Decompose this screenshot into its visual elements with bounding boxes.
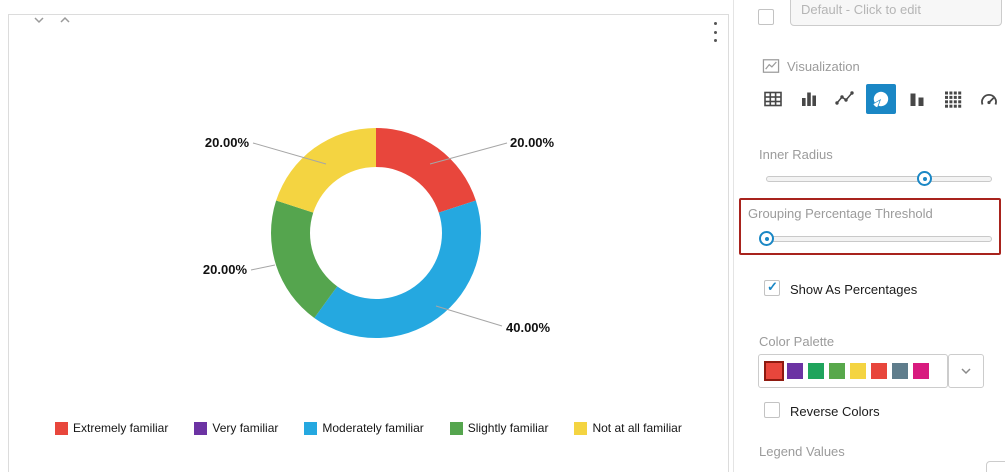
color-palette-box: [758, 354, 948, 388]
viz-type-line-chart-button[interactable]: [830, 84, 860, 114]
widget-title-input[interactable]: [790, 0, 1002, 26]
legend-values-control-partial[interactable]: [986, 461, 1005, 472]
palette-swatch[interactable]: [871, 363, 887, 379]
chart-legend: Extremely familiar Very familiar Moderatel…: [55, 421, 682, 435]
color-palette-dropdown-button[interactable]: [948, 354, 984, 388]
donut-value-label: 20.00%: [203, 262, 248, 277]
legend-swatch: [55, 421, 68, 435]
slider-handle[interactable]: [759, 231, 774, 246]
donut-slice-not-at-all-familiar[interactable]: [276, 128, 376, 213]
palette-swatch[interactable]: [913, 363, 929, 379]
gauge-icon: [981, 94, 997, 105]
column-chart-icon: [910, 93, 924, 106]
viz-type-pie-chart-button[interactable]: [866, 84, 896, 114]
visualization-header: Visualization: [762, 58, 860, 74]
reverse-colors-label: Reverse Colors: [790, 404, 880, 419]
legend-label: Slightly familiar: [467, 421, 549, 435]
legend-item[interactable]: Very familiar: [194, 421, 278, 435]
chevron-up-icon[interactable]: [59, 16, 71, 24]
reverse-colors-checkbox[interactable]: [764, 402, 780, 418]
donut-slice-moderately-familiar[interactable]: [314, 200, 482, 339]
chevron-down-icon[interactable]: [33, 16, 45, 24]
inner-radius-label: Inner Radius: [759, 147, 833, 162]
visualization-label: Visualization: [787, 58, 860, 74]
legend-label: Moderately familiar: [322, 421, 424, 435]
legend-item[interactable]: Extremely familiar: [55, 421, 168, 435]
legend-swatch: [574, 421, 588, 435]
grouping-threshold-label: Grouping Percentage Threshold: [748, 206, 933, 221]
palette-swatch[interactable]: [829, 363, 845, 379]
donut-value-label: 40.00%: [506, 320, 551, 335]
pivot-table-icon: [945, 91, 962, 108]
donut-slice-slightly-familiar[interactable]: [270, 200, 338, 318]
settings-sidebar: Visualization: [733, 0, 1005, 472]
callout-line: [252, 142, 327, 165]
palette-swatch[interactable]: [787, 363, 803, 379]
donut-chart: 20.00% 20.00% 20.00% 40.00%: [203, 128, 555, 339]
color-palette-label: Color Palette: [759, 334, 835, 349]
legend-swatch: [449, 421, 463, 435]
inner-radius-slider[interactable]: [766, 171, 992, 186]
visualization-type-row: [758, 84, 1004, 114]
viz-type-table-button[interactable]: [758, 84, 788, 114]
chart-widget-panel: 20.00% 20.00% 20.00% 40.00% Extremely fa…: [8, 14, 729, 472]
viz-type-bar-chart-button[interactable]: [794, 84, 824, 114]
palette-swatch[interactable]: [808, 363, 824, 379]
widget-title-checkbox[interactable]: [758, 9, 774, 25]
legend-item[interactable]: Not at all familiar: [574, 421, 682, 435]
donut-slice-extremely-familiar[interactable]: [376, 128, 476, 213]
legend-values-label: Legend Values: [759, 444, 845, 459]
viz-type-gauge-button[interactable]: [974, 84, 1004, 114]
palette-swatch[interactable]: [892, 363, 908, 379]
legend-label: Extremely familiar: [73, 421, 169, 435]
slider-track[interactable]: [766, 176, 992, 182]
grouping-threshold-highlight: [739, 198, 1001, 255]
legend-swatch: [304, 421, 318, 435]
visualization-icon: [762, 59, 780, 73]
legend-label: Very familiar: [212, 421, 279, 435]
chevron-down-icon: [961, 368, 971, 375]
palette-swatch[interactable]: [766, 363, 782, 379]
legend-item[interactable]: Slightly familiar: [449, 421, 549, 435]
grouping-threshold-slider[interactable]: [759, 231, 992, 246]
bar-chart-icon: [802, 92, 816, 106]
kebab-menu-icon[interactable]: [708, 22, 722, 42]
legend-label: Not at all familiar: [592, 421, 682, 435]
donut-value-label: 20.00%: [510, 135, 555, 150]
legend-swatch: [194, 421, 208, 435]
show-as-percentages-checkbox[interactable]: [764, 279, 780, 296]
callout-line: [435, 305, 503, 327]
table-icon: [764, 91, 782, 107]
line-chart-icon: [835, 91, 854, 105]
viz-type-column-chart-button[interactable]: [902, 84, 932, 114]
legend-item[interactable]: Moderately familiar: [304, 421, 424, 435]
callout-line: [429, 142, 508, 165]
slider-track[interactable]: [766, 236, 992, 242]
pie-chart-icon: [873, 91, 889, 108]
show-as-percentages-label: Show As Percentages: [790, 282, 918, 297]
palette-swatch[interactable]: [850, 363, 866, 379]
viz-type-pivot-button[interactable]: [938, 84, 968, 114]
donut-value-label: 20.00%: [205, 135, 250, 150]
slider-handle[interactable]: [917, 171, 933, 186]
callout-line: [250, 264, 276, 271]
